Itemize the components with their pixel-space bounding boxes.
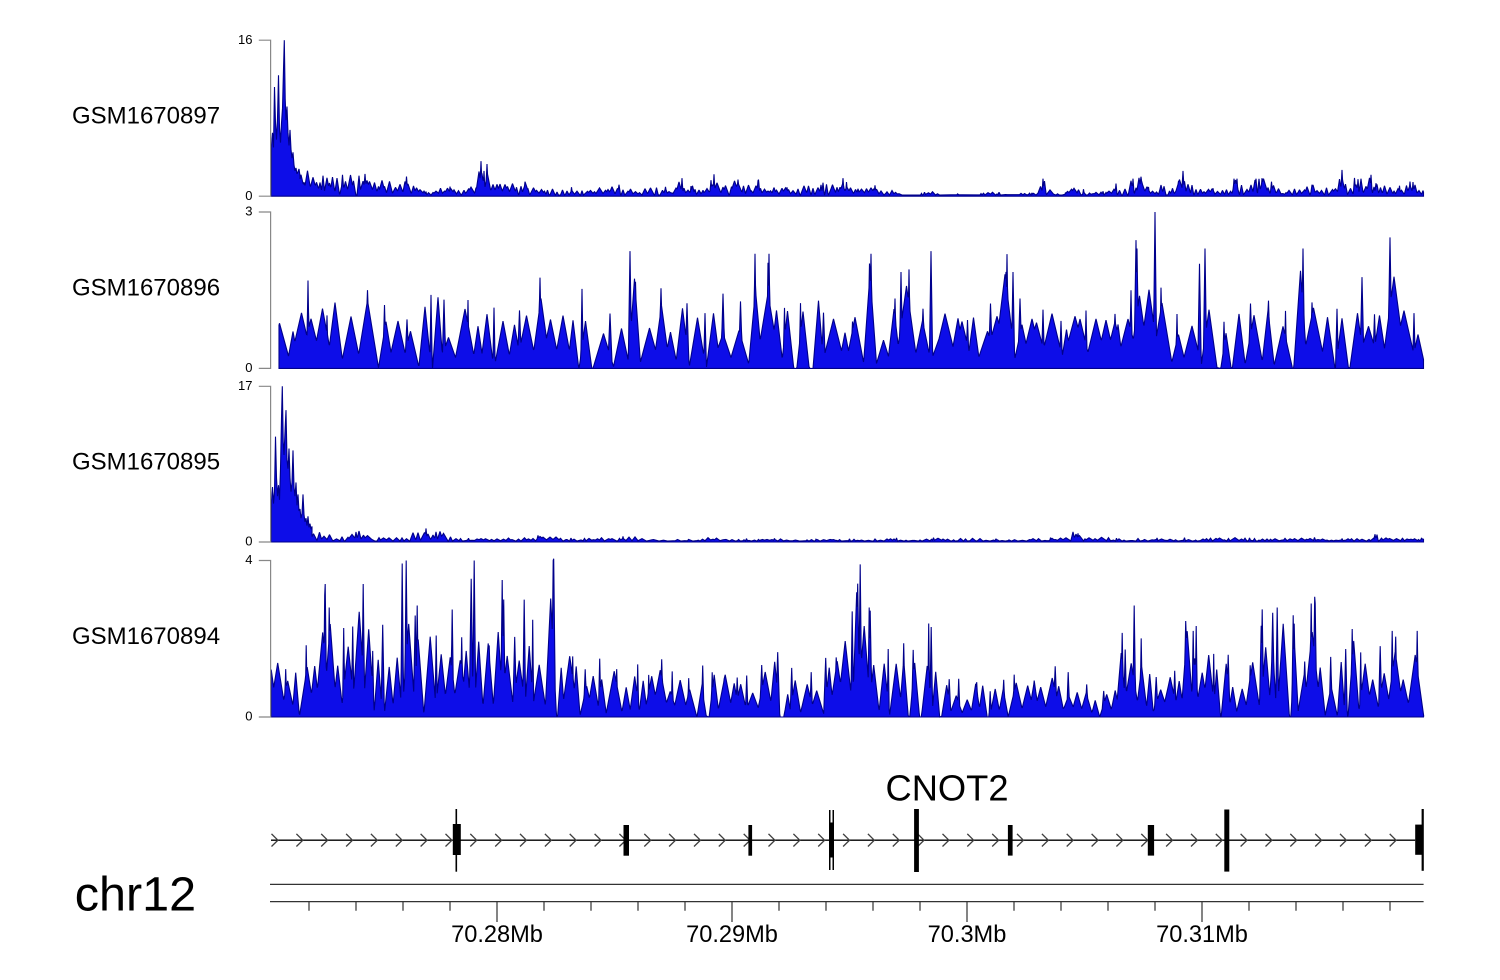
- svg-text:70.31Mb: 70.31Mb: [1156, 922, 1248, 948]
- svg-text:4: 4: [245, 552, 252, 567]
- svg-text:0: 0: [245, 188, 252, 203]
- svg-text:0: 0: [245, 360, 252, 375]
- svg-text:0: 0: [245, 534, 252, 549]
- svg-text:GSM1670896: GSM1670896: [72, 274, 220, 301]
- svg-text:GSM1670897: GSM1670897: [72, 102, 220, 129]
- svg-text:CNOT2: CNOT2: [885, 768, 1008, 809]
- svg-text:0: 0: [245, 709, 252, 724]
- svg-text:70.29Mb: 70.29Mb: [686, 922, 778, 948]
- svg-text:3: 3: [245, 204, 252, 219]
- svg-text:17: 17: [238, 378, 252, 393]
- svg-text:70.3Mb: 70.3Mb: [928, 922, 1007, 948]
- svg-text:chr12: chr12: [75, 868, 196, 922]
- svg-text:16: 16: [238, 32, 252, 47]
- svg-text:70.28Mb: 70.28Mb: [451, 922, 543, 948]
- svg-text:GSM1670894: GSM1670894: [72, 623, 220, 650]
- svg-text:GSM1670895: GSM1670895: [72, 448, 220, 475]
